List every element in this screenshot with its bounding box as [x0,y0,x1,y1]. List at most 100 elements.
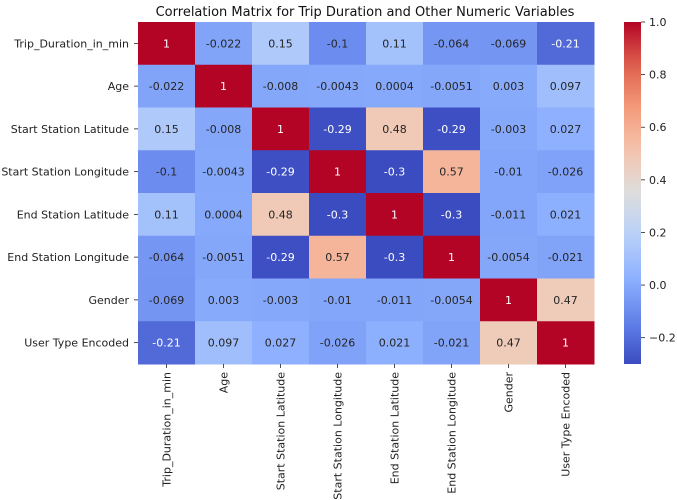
heatmap-cell [480,22,538,66]
heatmap-cell [423,278,481,322]
heatmap-cell [138,22,196,66]
heatmap-cell [537,321,595,365]
heatmap-cell [537,278,595,322]
cell-value-label: -0.0054 [487,251,529,264]
cell-value-label: -0.021 [548,251,583,264]
heatmap-cell [252,278,310,322]
column-label: User Type Encoded [560,372,573,477]
heatmap-cell [480,235,538,279]
heatmap-cell [252,321,310,365]
chart-title: Correlation Matrix for Trip Duration and… [156,5,575,20]
cell-value-label: -0.008 [206,123,241,136]
cell-value-label: -0.022 [206,37,241,50]
heatmap-cell [252,107,310,151]
heatmap-cell [366,321,424,365]
column-label: End Station Longitude [446,372,459,494]
cell-value-label: 1 [220,80,227,93]
cell-value-label: -0.1 [327,37,348,50]
heatmap-cell [423,193,481,237]
cell-value-label: -0.0051 [430,80,472,93]
cell-value-label: -0.0043 [202,166,244,179]
heatmap-cell [366,64,424,108]
heatmap-cell [480,107,538,151]
colorbar-tick-label: 0.6 [649,121,667,134]
cell-value-label: 0.48 [382,123,407,136]
cell-value-label: -0.3 [327,208,348,221]
cell-value-label: -0.022 [149,80,184,93]
colorbar-tick-label: −0.2 [649,332,676,345]
column-label: End Station Latitude [389,372,402,485]
row-label: Start Station Longitude [1,166,129,179]
heatmap-cell [480,321,538,365]
heatmap-cell [366,150,424,194]
cell-value-label: 0.0004 [375,80,414,93]
heatmap-cell [309,278,367,322]
column-label: Start Station Longitude [332,372,345,500]
heatmap-cell [480,193,538,237]
cell-value-label: 0.47 [496,337,521,350]
heatmap-cell [195,193,253,237]
row-label: End Station Latitude [17,208,130,221]
cell-value-label: -0.29 [266,166,294,179]
cell-value-label: -0.069 [491,37,526,50]
column-label: Trip_Duration_in_min [161,372,174,488]
cell-value-label: 0.48 [268,208,293,221]
heatmap-cell [138,193,196,237]
column-label: Gender [503,372,516,413]
cell-value-label: 1 [505,294,512,307]
cell-value-label: -0.1 [156,166,177,179]
cell-value-label: 1 [562,337,569,350]
heatmap-cell [423,22,481,66]
heatmap-cell [138,278,196,322]
row-label: Gender [88,294,129,307]
heatmap-cell [309,22,367,66]
cell-value-label: 0.0004 [204,208,243,221]
cell-value-label: 0.097 [208,337,240,350]
heatmap-cell [195,150,253,194]
heatmap-cell [537,107,595,151]
cell-value-label: 0.021 [379,337,411,350]
heatmap-cell [423,235,481,279]
cell-value-label: -0.3 [441,208,462,221]
heatmap-cell [138,235,196,279]
column-label: Start Station Latitude [275,372,288,490]
row-label: Start Station Latitude [11,123,129,136]
row-label: Age [108,80,130,93]
cell-value-label: 1 [277,123,284,136]
heatmap-cell [366,22,424,66]
cell-value-label: -0.21 [551,37,579,50]
cell-value-label: -0.026 [320,337,355,350]
cell-value-label: 1 [163,37,170,50]
heatmap-cell [138,150,196,194]
cell-value-label: 0.15 [154,123,179,136]
cell-value-label: 0.11 [382,37,407,50]
heatmap-cell [423,150,481,194]
cell-value-label: -0.29 [323,123,351,136]
cell-value-label: 1 [391,208,398,221]
heatmap-cell [195,321,253,365]
colorbar-tick-label: 1.0 [649,16,667,29]
heatmap-cell [195,64,253,108]
heatmap-cell [423,321,481,365]
heatmap-cell [309,64,367,108]
cell-value-label: -0.003 [263,294,298,307]
cell-value-label: -0.21 [152,337,180,350]
heatmap-cell [195,107,253,151]
heatmap-cells: 1 -0.022 0.15 -0.1 0.11 -0.064 -0.069 -0.21 -0.0… [138,22,595,365]
cell-value-label: -0.008 [263,80,298,93]
cell-value-label: -0.01 [494,166,522,179]
heatmap-cell [195,235,253,279]
cell-value-label: 0.021 [550,208,582,221]
heatmap-cell [537,22,595,66]
cell-value-label: -0.011 [377,294,412,307]
heatmap-cell [309,235,367,279]
cell-value-label: 0.027 [265,337,297,350]
heatmap-cell [138,64,196,108]
cell-value-label: 0.47 [553,294,578,307]
cell-value-label: -0.003 [491,123,526,136]
heatmap-cell [480,64,538,108]
heatmap-cell [138,107,196,151]
colorbar-tick-label: 0.8 [649,69,667,82]
colorbar: −0.2 0.0 0.2 0.4 0.6 0.8 1.0 [624,16,676,364]
